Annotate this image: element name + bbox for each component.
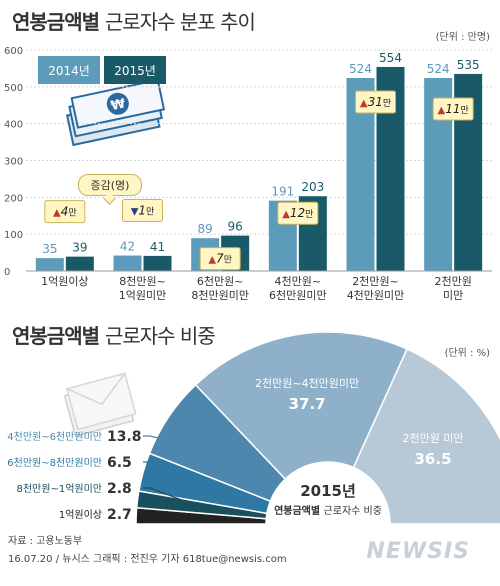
slice-value: 2.8 xyxy=(107,481,132,497)
bar-2014 xyxy=(35,258,64,271)
data-label: 203 xyxy=(301,180,324,194)
unit-label-1: (단위 : 만명) xyxy=(435,32,490,43)
slice-label: 2천만원 미만 xyxy=(402,431,463,445)
change-badge: ▼1만 xyxy=(122,199,163,223)
slice-value: 6.5 xyxy=(107,455,132,471)
y-tick-label: 200 xyxy=(4,193,23,204)
change-label: ▲12만 xyxy=(282,206,313,220)
change-label: ▼1만 xyxy=(131,204,155,218)
pie-slice xyxy=(194,331,409,481)
data-label: 524 xyxy=(349,62,372,76)
svg-text:₩: ₩ xyxy=(110,96,128,114)
chart-title-1: 연봉금액별 근로자수 분포 추이 xyxy=(12,6,256,35)
bar-2014 xyxy=(113,255,142,271)
change-badge: ▲7만 xyxy=(199,247,241,271)
change-label: ▲11만 xyxy=(438,102,469,116)
data-label: 524 xyxy=(427,62,450,76)
slice-label: 2천만원~4천만원미만 xyxy=(255,376,359,390)
leader-line xyxy=(143,435,223,454)
pie-chart: 2천만원~4천만원미만 37.7 2천만원 미만 36.5 4천만원~6천만원미만 13.… xyxy=(7,331,500,525)
change-badge-box xyxy=(44,200,86,224)
x-tick-label: 6천만원~ 8천만원미만 xyxy=(191,274,249,302)
envelope-icon xyxy=(63,372,137,438)
change-badge-box xyxy=(355,90,396,114)
y-tick-label: 0 xyxy=(4,267,10,278)
slice-label: 4천만원~6천만원미만 xyxy=(7,431,102,443)
chart-title-2: 연봉금액별 근로자수 비중 xyxy=(12,320,216,349)
bar-chart: ₩ 0 100 200 300 400 500 600 35 39 1억원이상 ▲4만 42 41 8천만… xyxy=(4,46,492,302)
title-2-bold: 연봉금액별 xyxy=(12,324,100,348)
change-label: ▲4만 xyxy=(53,205,77,219)
bar-2015 xyxy=(65,256,94,271)
change-label: ▲31만 xyxy=(360,95,391,109)
bar-2015 xyxy=(143,255,172,271)
credit-text: 16.07.20 / 뉴시스 그래픽 : 전진우 기자 618tue@newsi… xyxy=(8,554,287,565)
slice-value: 13.8 xyxy=(107,429,142,445)
y-tick-label: 100 xyxy=(4,230,23,241)
change-badge: ▲4만 xyxy=(44,200,86,224)
change-badge: ▲31만 xyxy=(355,90,396,114)
pie-slice xyxy=(352,348,500,525)
data-label: 191 xyxy=(271,185,294,199)
x-tick-label: 1억원이상 xyxy=(41,275,88,288)
data-label: 96 xyxy=(228,220,243,234)
data-label: 42 xyxy=(120,240,135,254)
legend-2015: 2015년 xyxy=(104,56,166,84)
change-badge: ▲11만 xyxy=(432,97,474,121)
leader-line xyxy=(143,461,207,491)
data-label: 535 xyxy=(457,58,480,72)
title-1-bold: 연봉금액별 xyxy=(12,10,100,34)
change-badge-box xyxy=(122,199,163,223)
newsis-logo: NEWSIS xyxy=(366,539,470,564)
data-label: 89 xyxy=(198,222,213,236)
y-tick-label: 400 xyxy=(4,120,23,131)
change-badge-box xyxy=(432,97,474,121)
data-label: 554 xyxy=(379,51,402,65)
center-label: 2015년 xyxy=(300,482,356,500)
change-label: ▲7만 xyxy=(208,252,232,266)
center-sublabel: 연봉금액별 근로자수 비중 xyxy=(274,504,382,517)
slice-value: 37.7 xyxy=(289,395,326,413)
leader-line xyxy=(143,487,203,509)
data-label: 39 xyxy=(72,241,87,255)
y-tick-label: 500 xyxy=(4,83,23,94)
leader-line xyxy=(143,513,202,520)
x-tick-label: 2천만원 미만 xyxy=(434,274,471,302)
slice-value: 36.5 xyxy=(415,450,452,468)
slice-label: 1억원이상 xyxy=(59,509,102,521)
change-badge-box xyxy=(277,201,319,225)
money-icon: ₩ xyxy=(65,78,166,147)
x-tick-label: 4천만원~ 6천만원미만 xyxy=(269,274,327,302)
legend-2014: 2014년 xyxy=(38,56,100,84)
y-tick-label: 600 xyxy=(4,46,23,57)
unit-label-2: (단위 : %) xyxy=(444,348,490,359)
slice-value: 2.7 xyxy=(107,507,132,523)
slice-label: 8천만원~1억원미만 xyxy=(16,483,102,495)
title-1-light: 근로자수 분포 추이 xyxy=(104,10,256,34)
data-label: 35 xyxy=(42,242,57,256)
y-tick-label: 300 xyxy=(4,157,23,168)
change-badge-box xyxy=(199,247,241,271)
slice-label: 6천만원~8천만원미만 xyxy=(7,457,102,469)
x-tick-label: 2천만원~ 4천만원미만 xyxy=(347,274,405,302)
change-badge: ▲12만 xyxy=(277,201,319,225)
title-2-light: 근로자수 비중 xyxy=(104,324,216,348)
data-label: 41 xyxy=(150,240,165,254)
x-tick-label: 8천만원~ 1억원미만 xyxy=(119,274,166,302)
change-bubble: 증감(명) xyxy=(78,174,142,196)
source-text: 자료 : 고용노동부 xyxy=(8,536,83,547)
